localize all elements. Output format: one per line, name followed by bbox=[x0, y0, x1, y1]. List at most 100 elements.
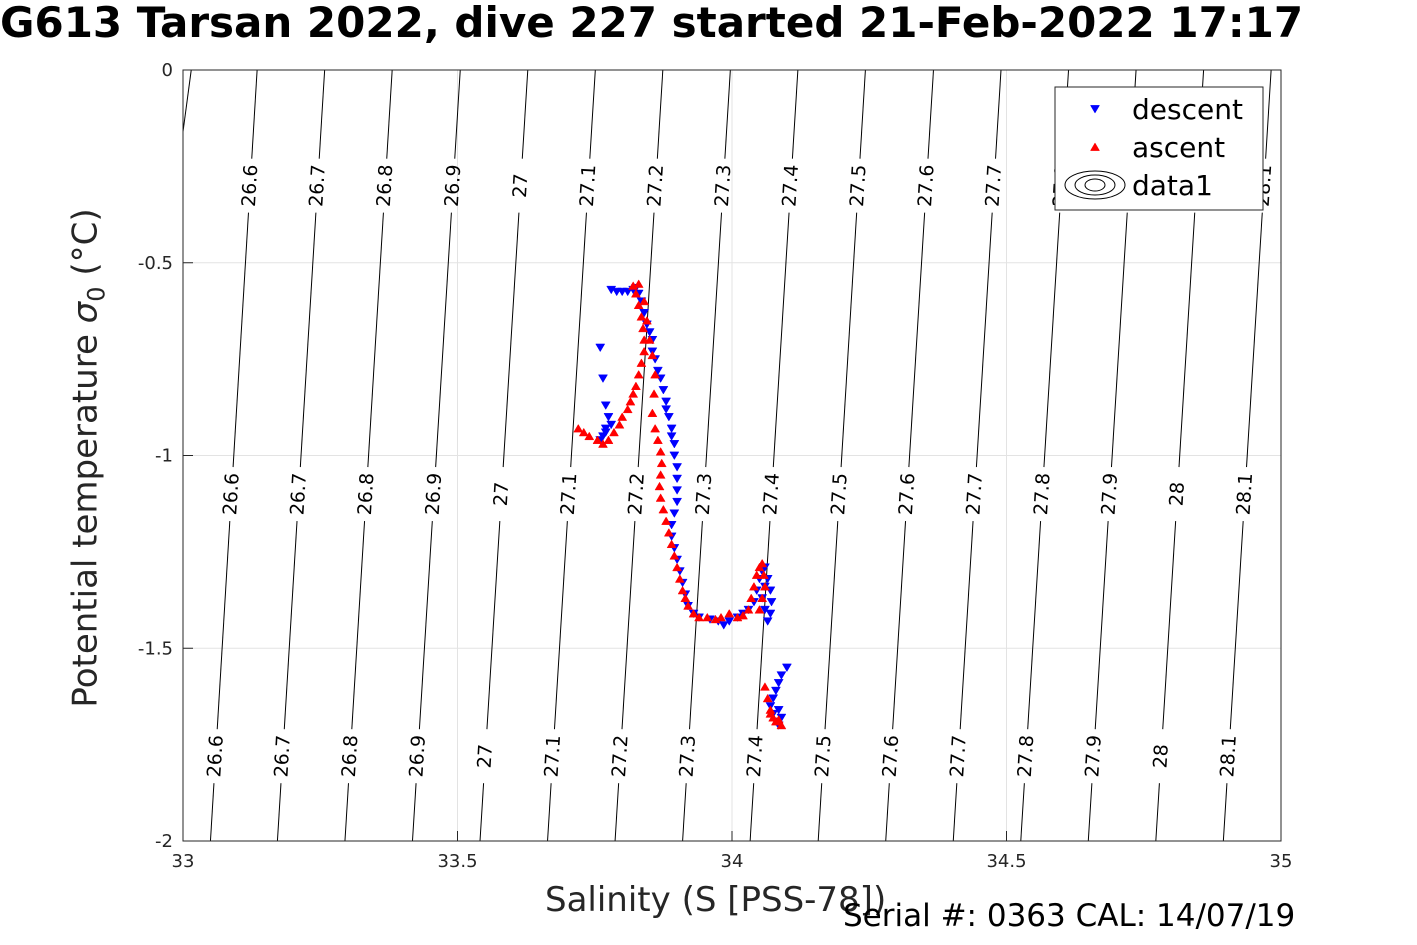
contour-line bbox=[411, 783, 417, 842]
axis-ticks: 33 33.5 34 34.5 35 0 -0.5 -1 -1.5 -2 bbox=[138, 60, 1293, 872]
ascent-marker bbox=[636, 358, 647, 367]
contour-label: 27.9 bbox=[1081, 734, 1106, 778]
contour-line bbox=[570, 212, 587, 468]
contour-label: 27.2 bbox=[624, 472, 649, 516]
ascent-marker bbox=[655, 470, 666, 479]
contour-line bbox=[1229, 521, 1244, 730]
contour-line bbox=[959, 521, 974, 730]
ascent-marker bbox=[614, 420, 625, 429]
descent-marker bbox=[666, 432, 677, 441]
ascent-marker bbox=[622, 404, 633, 414]
ascent-marker bbox=[641, 316, 652, 325]
contour-label: 27.6 bbox=[879, 734, 904, 778]
contour-line bbox=[885, 783, 890, 842]
contour-label: 26.9 bbox=[441, 164, 466, 208]
descent-marker bbox=[606, 420, 617, 430]
ascent-marker bbox=[746, 593, 757, 602]
contour-line bbox=[283, 521, 298, 730]
y-axis-label-sub: 0 bbox=[82, 286, 111, 302]
contour-label: 27.8 bbox=[1030, 472, 1055, 516]
contour-label: 27.3 bbox=[692, 472, 717, 516]
contour-line bbox=[1178, 212, 1196, 468]
contour-label: 27.4 bbox=[743, 734, 768, 778]
contour-line bbox=[344, 783, 349, 842]
y-tick-label: -0.5 bbox=[138, 253, 173, 274]
x-axis-label: Salinity (S [PSS-78]) bbox=[545, 880, 887, 920]
descent-marker bbox=[644, 328, 655, 337]
contour-line bbox=[892, 521, 907, 730]
descent-marker bbox=[770, 686, 781, 696]
contour-line bbox=[454, 69, 461, 159]
contour-label: 27.1 bbox=[576, 164, 601, 208]
ascent-marker bbox=[688, 609, 699, 618]
ascent-marker bbox=[650, 370, 661, 379]
contour-label: 28.1 bbox=[1233, 472, 1258, 516]
descent-marker bbox=[669, 451, 680, 461]
legend-box bbox=[1054, 86, 1264, 211]
ascent-marker bbox=[644, 335, 655, 344]
y-axis-label-main: Potential temperature bbox=[65, 323, 106, 708]
descent-marker bbox=[762, 617, 773, 626]
contour-line bbox=[975, 212, 993, 468]
ascent-marker bbox=[758, 570, 769, 579]
descent-marker bbox=[760, 605, 770, 615]
descent-marker bbox=[595, 343, 606, 353]
contour-label: 27 bbox=[490, 481, 513, 507]
contour-line bbox=[367, 212, 384, 468]
y-axis-label: Potential temperature σ0 (°C) bbox=[66, 208, 111, 707]
contour-label: 26.7 bbox=[270, 734, 295, 778]
contour-label: 27.9 bbox=[1098, 472, 1123, 516]
legend-label-ascent: ascent bbox=[1132, 131, 1225, 164]
ascent-marker bbox=[716, 612, 726, 622]
ascent-marker bbox=[773, 715, 784, 724]
descent-marker bbox=[598, 374, 608, 383]
ascent-marker bbox=[617, 412, 628, 421]
contour-label: 28 bbox=[1149, 743, 1172, 769]
ascent-marker bbox=[630, 289, 641, 298]
contour-line bbox=[486, 521, 501, 730]
contour-line bbox=[1265, 69, 1272, 159]
contour-line bbox=[859, 69, 866, 159]
descent-marker bbox=[672, 474, 683, 484]
contour-label: 27.6 bbox=[895, 472, 920, 516]
descent-marker bbox=[773, 706, 784, 715]
contour-line-partial bbox=[182, 69, 192, 132]
ascent-marker bbox=[760, 582, 770, 591]
descent-marker bbox=[672, 497, 683, 507]
contour-line bbox=[724, 69, 731, 159]
x-tick-label: 34.5 bbox=[986, 851, 1026, 872]
ascent-marker bbox=[655, 493, 666, 502]
descent-marker bbox=[658, 386, 669, 395]
contour-label: 27.2 bbox=[643, 164, 668, 208]
x-tick-label: 35 bbox=[1270, 851, 1293, 872]
contour-line bbox=[772, 212, 790, 468]
descent-marker bbox=[666, 424, 677, 434]
descent-marker bbox=[669, 440, 680, 449]
ascent-marker bbox=[649, 389, 659, 398]
ascent-marker bbox=[694, 612, 704, 622]
descent-marker bbox=[661, 397, 672, 407]
contour-line bbox=[251, 69, 258, 159]
ascent-marker bbox=[724, 609, 735, 618]
ascent-marker bbox=[636, 312, 647, 321]
contour-label: 26.9 bbox=[405, 734, 430, 778]
contour-line bbox=[1043, 212, 1061, 468]
contour-label: 27.4 bbox=[778, 164, 803, 208]
contour-label: 27 bbox=[509, 173, 532, 199]
x-tick-label: 33.5 bbox=[437, 851, 477, 872]
contour-line bbox=[1087, 783, 1093, 842]
ascent-marker bbox=[666, 539, 677, 549]
ascent-marker bbox=[638, 323, 648, 333]
contour-line bbox=[232, 212, 249, 468]
contour-line bbox=[435, 212, 452, 468]
legend-contour-icon bbox=[1064, 170, 1126, 200]
ascent-marker bbox=[628, 389, 639, 398]
contour-line bbox=[817, 783, 823, 842]
ascent-marker bbox=[630, 381, 641, 390]
descent-marker bbox=[661, 405, 672, 414]
contour-label: 26.6 bbox=[203, 734, 228, 778]
contour-line bbox=[791, 69, 799, 159]
contour-line bbox=[209, 783, 215, 842]
contour-label: 26.8 bbox=[373, 164, 398, 208]
ascent-marker bbox=[663, 528, 674, 537]
